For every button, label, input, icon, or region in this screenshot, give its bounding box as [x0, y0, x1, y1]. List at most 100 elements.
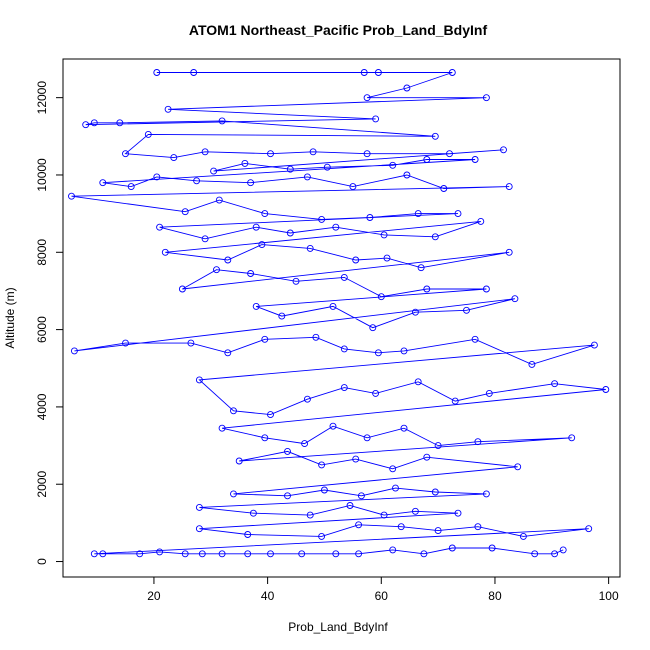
data-point-19 — [267, 150, 274, 158]
data-point-79 — [511, 295, 519, 303]
data-point-99 — [451, 397, 459, 405]
data-point-11 — [90, 119, 98, 127]
data-point-71 — [423, 285, 431, 293]
data-point-80 — [70, 347, 78, 355]
data-point-14 — [431, 132, 439, 140]
data-point-130 — [380, 511, 388, 519]
data-point-84 — [261, 335, 269, 343]
data-point-42 — [181, 208, 189, 216]
data-point-125 — [482, 490, 490, 498]
data-point-23 — [500, 146, 507, 154]
series-layer — [68, 69, 610, 558]
y-tick-label-4: 8000 — [35, 239, 49, 266]
data-point-143 — [99, 550, 107, 558]
data-point-28 — [389, 161, 397, 169]
series-line-0 — [71, 72, 606, 555]
data-point-75 — [329, 302, 337, 310]
x-tick-label-1: 40 — [261, 589, 275, 603]
data-point-97 — [372, 389, 380, 397]
data-point-139 — [474, 523, 482, 531]
data-point-69 — [340, 273, 348, 281]
data-point-104 — [261, 434, 269, 442]
data-point-102 — [602, 386, 610, 393]
data-point-29 — [423, 156, 431, 163]
data-point-158 — [531, 550, 539, 558]
data-point-85 — [312, 333, 320, 341]
data-point-90 — [528, 360, 536, 368]
data-point-129 — [346, 502, 354, 509]
data-point-59 — [258, 241, 266, 249]
data-point-38 — [403, 171, 411, 179]
data-point-96 — [340, 384, 348, 392]
data-point-111 — [568, 434, 576, 442]
data-point-31 — [99, 179, 107, 187]
data-point-68 — [292, 277, 300, 285]
data-point-141 — [585, 525, 593, 533]
data-point-17 — [170, 154, 178, 162]
y-tick-label-5: 10000 — [35, 158, 49, 192]
data-point-150 — [267, 550, 274, 558]
data-point-77 — [411, 308, 419, 316]
data-point-7 — [482, 94, 490, 102]
x-tick-label-3: 80 — [488, 589, 502, 603]
data-point-45 — [318, 215, 326, 223]
data-point-142 — [90, 550, 98, 558]
chart-title: ATOM1 Northeast_Pacific Prob_Land_BdyInf — [189, 22, 488, 38]
data-point-5 — [403, 84, 411, 92]
y-tick-label-1: 2000 — [35, 471, 49, 498]
x-tick-label-0: 20 — [147, 589, 161, 603]
data-point-72 — [482, 285, 490, 293]
data-point-131 — [411, 507, 419, 515]
data-point-52 — [286, 229, 294, 237]
data-point-108 — [400, 424, 408, 432]
data-point-46 — [366, 214, 374, 221]
data-point-83 — [224, 349, 232, 357]
data-point-4 — [448, 69, 456, 76]
data-point-48 — [454, 210, 462, 218]
data-point-112 — [235, 457, 243, 465]
data-point-93 — [230, 407, 237, 415]
data-point-78 — [463, 306, 470, 314]
data-point-61 — [352, 256, 360, 264]
data-point-103 — [218, 424, 226, 432]
data-point-0 — [153, 69, 161, 76]
x-tick-label-2: 60 — [375, 589, 389, 603]
data-point-121 — [320, 486, 328, 494]
y-tick-label-0: 0 — [35, 558, 49, 565]
data-point-73 — [252, 302, 260, 310]
data-point-63 — [417, 264, 425, 272]
data-point-22 — [446, 150, 453, 158]
data-point-30 — [471, 156, 479, 163]
data-point-157 — [488, 544, 496, 552]
data-point-40 — [505, 183, 513, 191]
y-axis-label: Altitude (m) — [3, 287, 17, 348]
data-point-62 — [383, 254, 391, 262]
data-point-152 — [332, 550, 340, 558]
data-point-153 — [355, 550, 363, 558]
data-point-21 — [363, 150, 371, 158]
data-point-135 — [318, 532, 326, 540]
data-point-70 — [377, 293, 385, 301]
data-point-127 — [249, 509, 257, 517]
data-point-137 — [397, 523, 405, 531]
data-point-144 — [136, 550, 144, 558]
data-point-16 — [122, 150, 129, 158]
data-point-67 — [247, 270, 255, 277]
data-point-82 — [187, 339, 195, 347]
data-point-159 — [551, 550, 559, 558]
data-point-2 — [360, 69, 368, 76]
data-point-122 — [357, 492, 365, 500]
data-point-74 — [278, 312, 286, 320]
data-point-154 — [389, 546, 397, 554]
data-point-24 — [210, 167, 218, 175]
data-point-119 — [230, 490, 237, 498]
data-point-35 — [247, 179, 255, 187]
data-point-145 — [156, 548, 164, 556]
data-point-147 — [198, 550, 206, 558]
data-point-106 — [329, 422, 337, 430]
data-point-155 — [420, 550, 428, 558]
data-point-34 — [193, 177, 201, 185]
data-point-33 — [153, 173, 161, 181]
data-point-100 — [485, 389, 493, 397]
